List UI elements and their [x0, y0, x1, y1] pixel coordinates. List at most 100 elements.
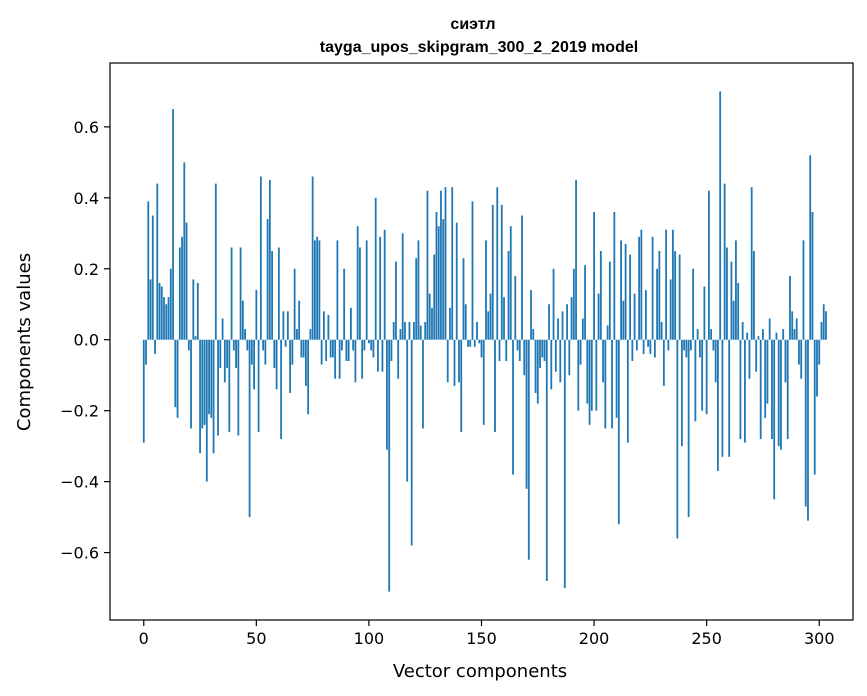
bar-199: [590, 339, 593, 411]
bar-223: [644, 290, 647, 340]
bar-302: [822, 304, 825, 340]
bar-112: [395, 261, 397, 340]
bar-40: [232, 339, 235, 351]
bar-296: [809, 155, 812, 340]
bar-183: [554, 339, 557, 372]
bar-37: [226, 339, 228, 369]
y-axis-ticks: −0.6 −0.4 −0.2 0.0 0.2 0.4 0.6: [60, 118, 110, 563]
bar-59: [275, 339, 278, 390]
bar-91: [347, 339, 350, 362]
bar-187: [563, 339, 566, 589]
bar-281: [775, 332, 778, 340]
bar-188: [566, 304, 568, 340]
bar-118: [408, 321, 411, 340]
bar-13: [172, 109, 174, 340]
bar-209: [613, 212, 616, 340]
bar-26: [201, 339, 204, 429]
bar-169: [523, 339, 526, 376]
bar-247: [699, 339, 701, 358]
bar-138: [453, 339, 456, 386]
bar-290: [795, 318, 798, 340]
bar-102: [372, 339, 375, 358]
bar-260: [728, 339, 731, 457]
x-tick-label: 150: [466, 629, 497, 648]
bar-136: [449, 307, 451, 340]
bar-16: [178, 247, 181, 340]
bar-166: [516, 339, 519, 351]
bar-269: [748, 339, 751, 379]
bar-251: [708, 190, 710, 340]
y-tick-label: 0.4: [74, 189, 99, 208]
bar-297: [811, 212, 814, 340]
bar-46: [246, 339, 249, 351]
bar-60: [277, 247, 280, 340]
bar-266: [741, 321, 744, 340]
bar-284: [782, 329, 785, 340]
bar-235: [671, 229, 674, 340]
bar-100: [368, 339, 370, 344]
bar-152: [485, 240, 487, 340]
bar-214: [624, 243, 627, 340]
x-axis-ticks: 0 50 100 150 200 250 300: [139, 620, 835, 648]
bar-148: [476, 321, 478, 340]
bar-92: [350, 307, 352, 340]
bar-205: [604, 339, 607, 429]
y-tick-label: −0.6: [60, 544, 99, 563]
bar-19: [185, 222, 188, 340]
bar-295: [807, 339, 809, 521]
bar-65: [289, 339, 292, 393]
bar-126: [426, 190, 429, 340]
bar-3: [149, 279, 152, 340]
bar-303: [825, 311, 827, 340]
bar-149: [478, 339, 481, 344]
bar-33: [217, 339, 219, 436]
bar-80: [322, 311, 325, 340]
bar-244: [692, 268, 695, 340]
bar-89: [343, 268, 346, 340]
bar-254: [714, 339, 717, 383]
bar-57: [271, 251, 274, 340]
bar-155: [491, 204, 494, 340]
bar-117: [406, 339, 409, 482]
bar-122: [417, 240, 420, 340]
bar-24: [196, 282, 199, 340]
bar-66: [291, 339, 294, 365]
bar-154: [489, 293, 492, 340]
bar-108: [386, 339, 388, 450]
bar-182: [552, 268, 555, 340]
bar-168: [521, 215, 523, 340]
bar-218: [633, 293, 636, 340]
bar-116: [404, 321, 406, 340]
bar-50: [255, 290, 258, 340]
bar-106: [381, 339, 384, 372]
bar-56: [268, 180, 271, 340]
bar-68: [295, 329, 298, 340]
bar-21: [190, 339, 192, 429]
bar-86: [336, 240, 339, 340]
bar-18: [183, 162, 186, 340]
bar-97: [361, 339, 364, 379]
bar-192: [575, 180, 577, 340]
bar-210: [615, 339, 618, 418]
y-tick-label: −0.2: [60, 402, 99, 421]
bar-267: [744, 339, 746, 443]
bar-22: [192, 279, 195, 340]
bar-238: [678, 254, 681, 340]
bar-191: [572, 268, 575, 340]
bar-279: [771, 339, 773, 440]
bar-81: [325, 339, 328, 362]
bar-229: [658, 251, 661, 340]
bar-207: [608, 261, 611, 340]
bar-226: [651, 236, 654, 340]
bar-41: [235, 339, 237, 369]
bar-204: [602, 339, 604, 383]
bar-94: [354, 339, 357, 383]
bar-185: [559, 339, 562, 383]
bar-115: [401, 233, 404, 340]
bar-73: [307, 339, 310, 415]
bar-249: [703, 286, 706, 340]
bar-271: [753, 251, 755, 340]
bar-53: [262, 339, 264, 351]
bar-243: [689, 339, 692, 351]
